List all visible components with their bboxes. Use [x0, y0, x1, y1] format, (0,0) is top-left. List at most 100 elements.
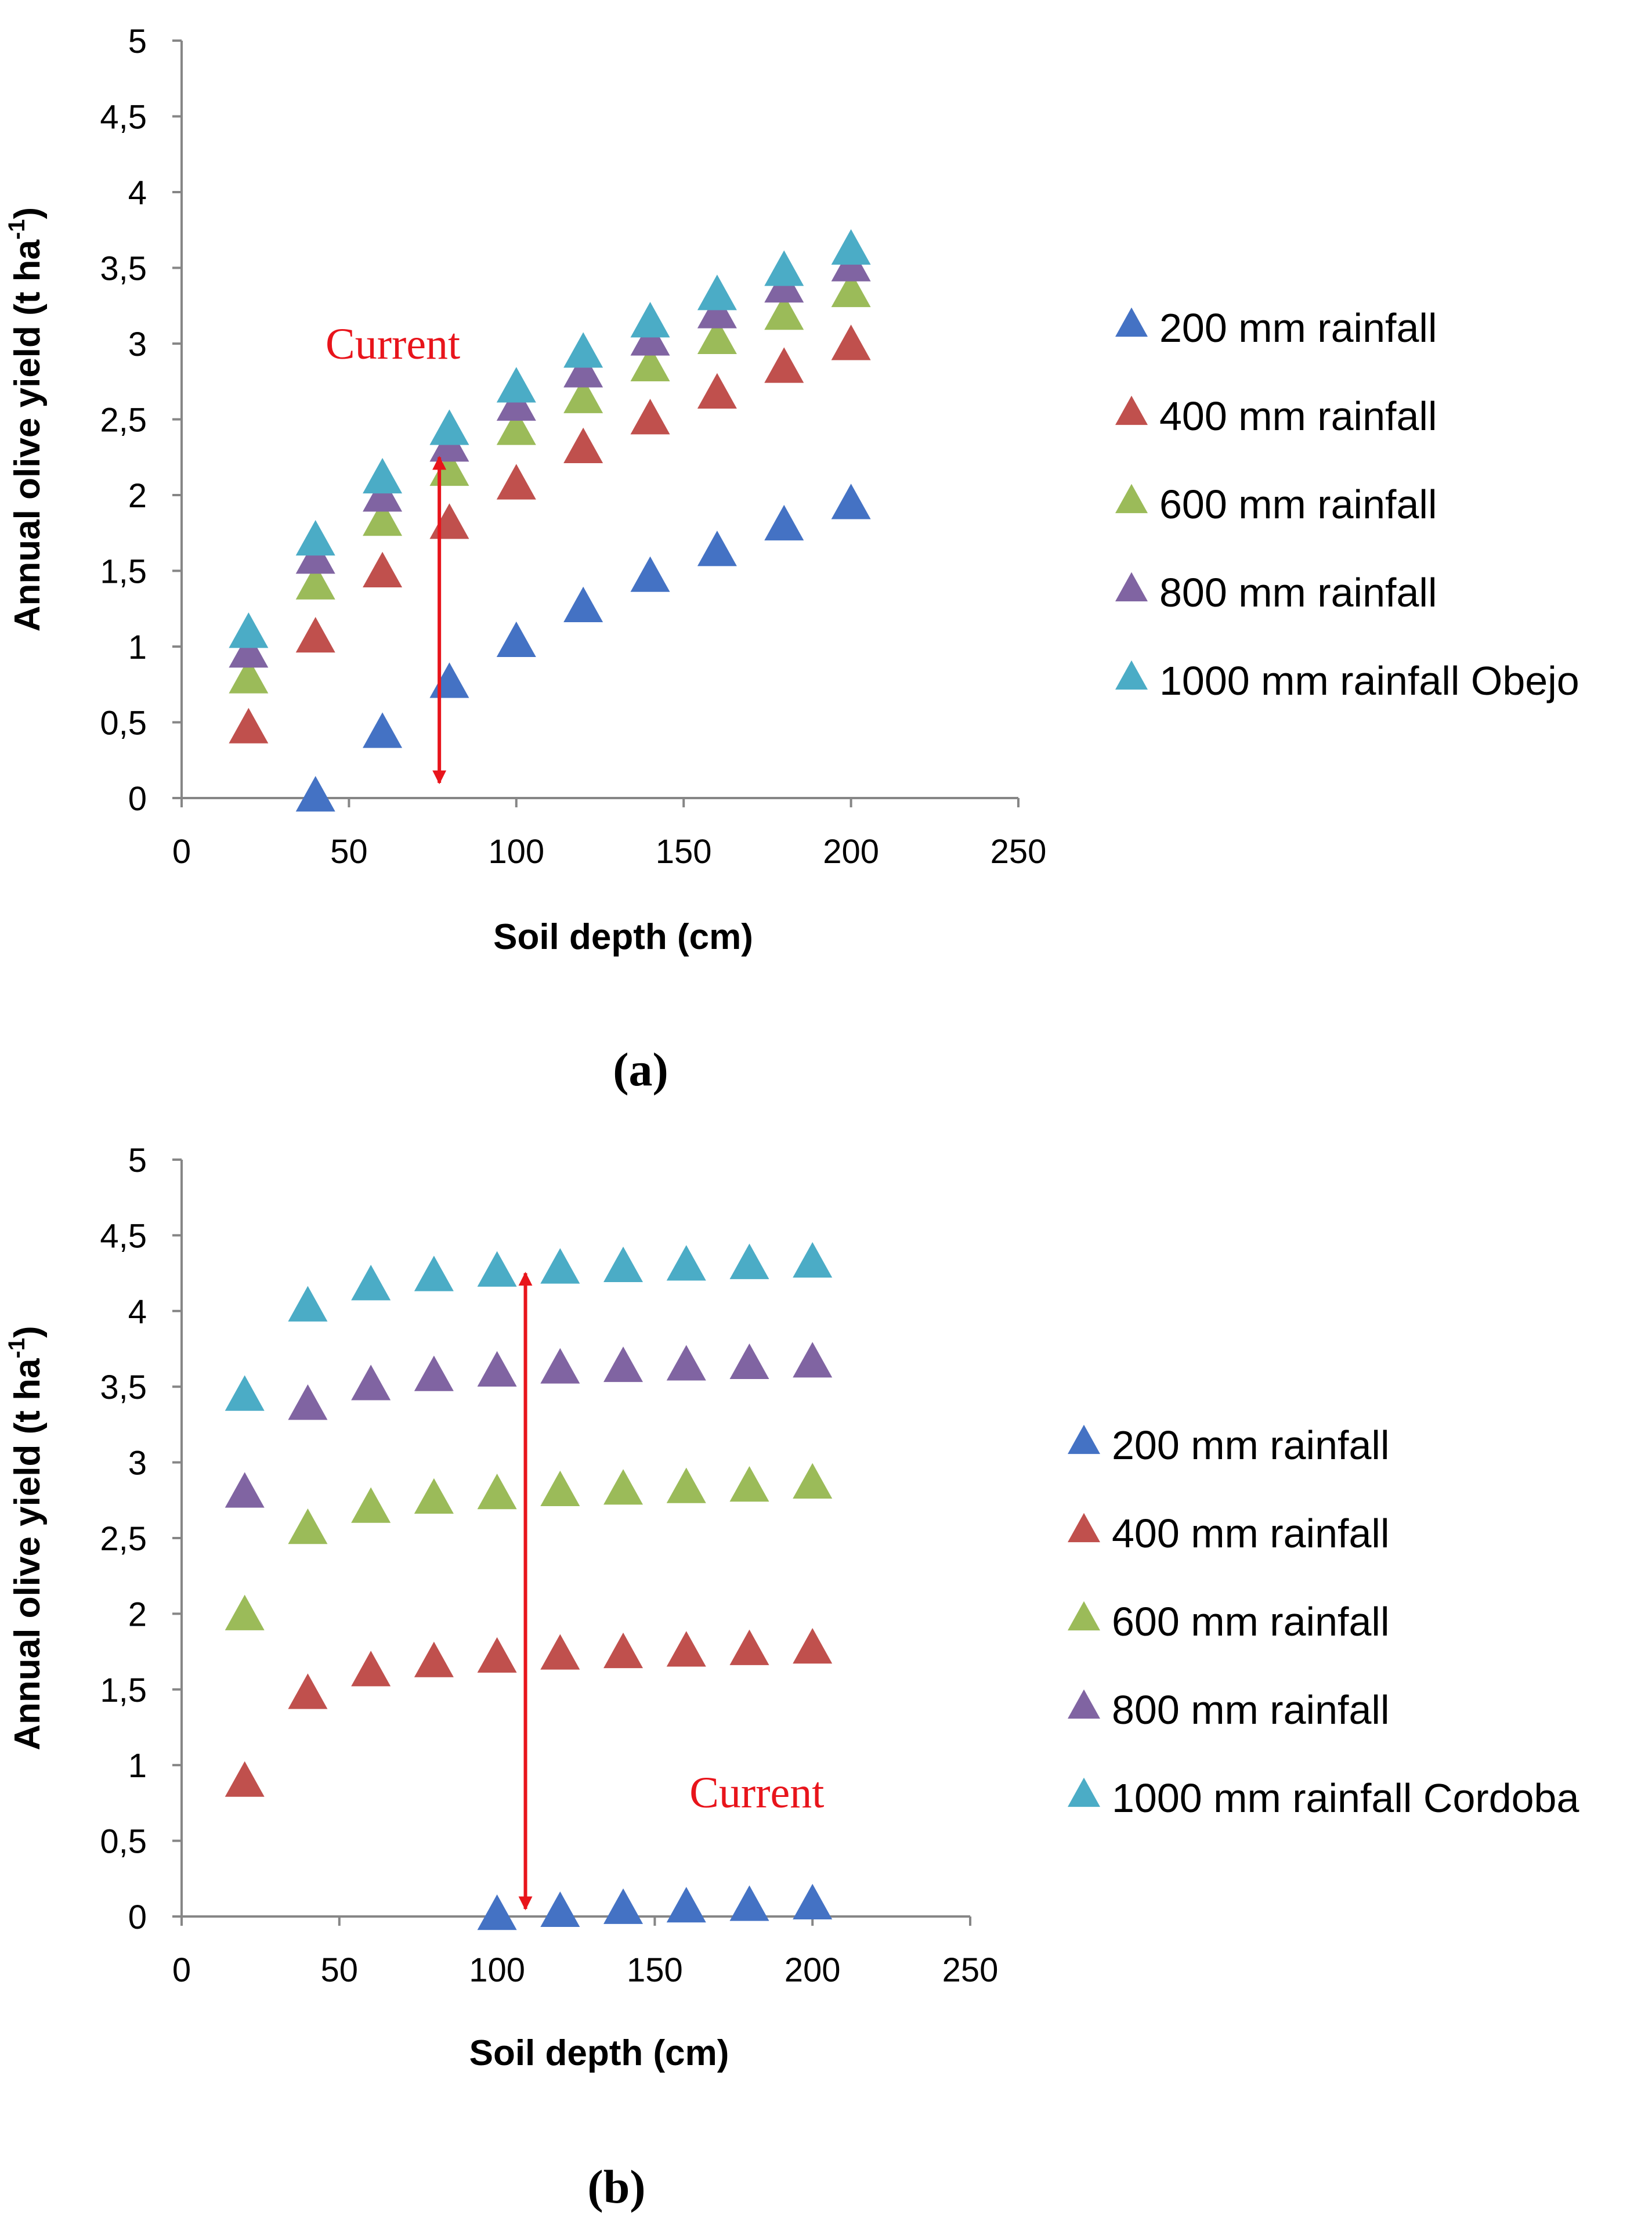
- legend-label: 1000 mm rainfall Obejo: [1159, 658, 1579, 703]
- data-point: [429, 409, 469, 445]
- x-tick-label: 150: [627, 1951, 683, 1989]
- data-point: [414, 1478, 454, 1514]
- data-point: [666, 1887, 706, 1923]
- series-1000-mm-rainfall: [229, 229, 871, 648]
- data-point: [630, 320, 670, 356]
- current-annotation: Current: [689, 1768, 824, 1817]
- data-point: [729, 1466, 769, 1502]
- data-point: [793, 1463, 833, 1499]
- x-axis-label: Soil depth (cm): [493, 917, 753, 957]
- legend-marker: [1115, 395, 1148, 425]
- data-point: [477, 1894, 517, 1930]
- x-tick-label: 150: [656, 833, 712, 871]
- data-point: [496, 464, 536, 500]
- y-tick-label: 1,5: [100, 553, 147, 591]
- series-200-mm-rainfall: [477, 1883, 833, 1930]
- legend-label: 600 mm rainfall: [1159, 482, 1437, 527]
- data-point: [697, 318, 737, 355]
- data-point: [729, 1343, 769, 1379]
- chart-b: 00,511,522,533,544,550 50 100 150 200 250Soil…: [4, 1142, 1579, 2213]
- series-1000-mm-rainfall: [225, 1242, 833, 1411]
- data-point: [603, 1346, 644, 1383]
- data-point: [496, 409, 536, 445]
- data-point: [540, 1634, 580, 1670]
- y-axis-label-main: Annual olive yield (t ha: [8, 1358, 48, 1750]
- y-tick-label: 5: [128, 1142, 147, 1179]
- data-point: [363, 457, 403, 494]
- data-point: [477, 1351, 517, 1387]
- legend-label: 200 mm rainfall: [1112, 1423, 1390, 1468]
- series-600-mm-rainfall: [229, 271, 871, 694]
- data-point: [363, 551, 403, 587]
- data-point: [603, 1888, 644, 1924]
- data-point: [764, 250, 804, 286]
- data-point: [603, 1469, 644, 1505]
- data-point: [477, 1474, 517, 1510]
- y-tick-label: 4: [128, 1293, 147, 1331]
- data-point: [540, 1470, 580, 1507]
- data-point: [295, 617, 335, 653]
- x-tick-label: 0: [172, 833, 191, 871]
- y-tick-label: 0,5: [100, 705, 147, 742]
- data-point: [630, 302, 670, 338]
- y-tick-label: 2: [128, 1596, 147, 1633]
- data-point: [764, 294, 804, 330]
- data-point: [563, 586, 603, 623]
- data-point: [630, 399, 670, 435]
- data-point: [295, 564, 335, 600]
- y-tick-label: 3: [128, 326, 147, 363]
- data-point: [831, 483, 871, 519]
- series-800-mm-rainfall: [225, 1342, 833, 1508]
- data-point: [603, 1632, 644, 1669]
- data-point: [477, 1637, 517, 1673]
- data-point: [229, 632, 269, 668]
- data-point: [429, 503, 469, 539]
- data-point: [793, 1883, 833, 1919]
- data-point: [697, 293, 737, 329]
- legend-marker: [1115, 572, 1148, 602]
- data-point: [225, 1594, 265, 1630]
- data-point: [831, 229, 871, 265]
- legend-label: 400 mm rainfall: [1159, 394, 1437, 439]
- data-point: [477, 1251, 517, 1287]
- data-point: [363, 500, 403, 536]
- legend-label: 1000 mm rainfall Cordoba: [1112, 1775, 1579, 1821]
- legend-marker: [1068, 1601, 1100, 1631]
- legend-marker: [1115, 660, 1148, 690]
- data-point: [225, 1472, 265, 1508]
- y-axis-label-main: Annual olive yield (t ha: [8, 239, 48, 631]
- y-tick-label: 2: [128, 477, 147, 515]
- y-tick-label: 2,5: [100, 1520, 147, 1558]
- x-tick-label: 100: [469, 1951, 525, 1989]
- data-point: [288, 1508, 328, 1544]
- y-tick-label: 2,5: [100, 402, 147, 439]
- data-point: [729, 1885, 769, 1921]
- y-tick-label: 0,5: [100, 1823, 147, 1861]
- x-tick-label: 200: [785, 1951, 841, 1989]
- data-point: [831, 271, 871, 308]
- data-point: [540, 1248, 580, 1284]
- y-axis-label-superscript: -1: [4, 1338, 30, 1359]
- y-tick-label: 0: [128, 1898, 147, 1936]
- data-point: [225, 1761, 265, 1797]
- data-point: [363, 476, 403, 512]
- chart-a: 00,511,522,533,544,550 50 100 150 200 250Soil…: [4, 23, 1579, 1096]
- data-point: [666, 1245, 706, 1281]
- y-axis-label-end: ): [8, 207, 48, 219]
- data-point: [729, 1243, 769, 1279]
- data-point: [563, 377, 603, 413]
- data-point: [351, 1265, 391, 1301]
- x-tick-label: 100: [488, 833, 544, 871]
- legend-marker: [1068, 1689, 1100, 1719]
- data-point: [295, 538, 335, 574]
- legend-marker: [1068, 1513, 1100, 1543]
- data-point: [429, 662, 469, 698]
- data-point: [793, 1242, 833, 1278]
- data-point: [288, 1286, 328, 1322]
- y-tick-label: 3: [128, 1445, 147, 1482]
- legend-marker: [1068, 1777, 1100, 1807]
- legend-marker: [1068, 1424, 1100, 1454]
- data-point: [288, 1673, 328, 1709]
- data-point: [666, 1467, 706, 1503]
